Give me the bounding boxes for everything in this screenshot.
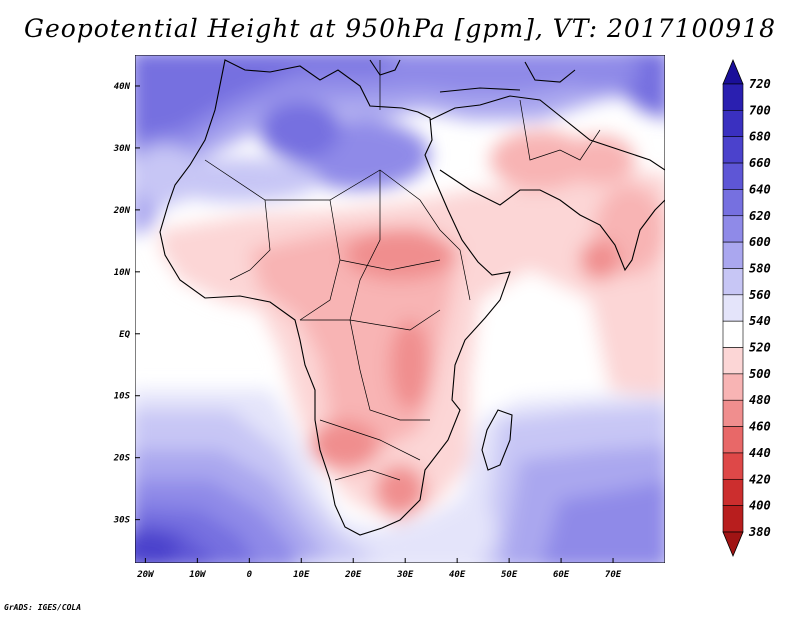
colorbar-label: 640	[749, 182, 771, 196]
colorbar-top-arrow	[722, 58, 744, 85]
colorbar-swatch	[722, 110, 744, 138]
colorbar: 720 700 680 660 640 620 600 580 560 540 520 500 480 4…	[722, 58, 771, 558]
colorbar-swatch	[722, 373, 744, 401]
lat-tick-label: 20N	[113, 206, 131, 216]
colorbar-label: 420	[749, 472, 771, 486]
colorbar-label: 480	[749, 393, 771, 407]
colorbar-bottom-arrow	[722, 531, 744, 558]
lat-tick-label: 40N	[114, 82, 131, 92]
colorbar-swatch	[722, 320, 744, 348]
lon-tick-label: 60E	[553, 570, 570, 580]
colorbar-swatch	[722, 241, 744, 269]
country-borders	[204, 60, 601, 481]
colorbar-swatch	[722, 478, 744, 506]
lon-tick-label: 20E	[344, 570, 362, 580]
lat-tick-label: EQ	[119, 330, 130, 340]
map-plot: 20W 10W 0 10E 20E 30E 40E 50E 60E 70E 40N 30N 20N 10…	[113, 55, 771, 580]
lon-tick-label: 20W	[136, 570, 155, 580]
lat-tick-label: 10S	[114, 392, 131, 402]
height-field	[135, 55, 665, 563]
lon-tick-label: 70E	[605, 570, 622, 580]
colorbar-swatch	[722, 399, 744, 427]
colorbar-swatch	[722, 268, 744, 296]
colorbar-label: 440	[749, 446, 771, 460]
colorbar-swatch	[722, 347, 744, 375]
colorbar-label: 680	[749, 130, 771, 144]
footer-credit: GrADS: IGES/COLA	[4, 603, 82, 612]
lon-tick-label: 0	[247, 570, 253, 580]
colorbar-label: 500	[749, 367, 771, 381]
colorbar-label: 400	[749, 499, 771, 513]
colorbar-swatch	[722, 426, 744, 454]
latitude-axis: 40N 30N 20N 10N EQ 10S 20S 30S	[113, 82, 140, 526]
colorbar-swatch	[722, 162, 744, 190]
colorbar-label: 720	[749, 77, 771, 91]
lon-tick-label: 40E	[449, 570, 466, 580]
lon-tick-label: 50E	[501, 570, 518, 580]
colorbar-swatch	[722, 294, 744, 322]
colorbar-swatch	[722, 136, 744, 164]
colorbar-label: 660	[749, 156, 771, 170]
lat-tick-label: 20S	[113, 454, 131, 464]
colorbar-label: 600	[749, 235, 771, 249]
colorbar-label: 700	[749, 103, 771, 117]
lon-tick-label: 10E	[293, 570, 310, 580]
map-title: Geopotential Height at 950hPa [gpm], VT:…	[23, 14, 777, 43]
colorbar-swatch	[722, 83, 744, 111]
colorbar-label: 540	[749, 314, 771, 328]
colorbar-swatch	[722, 452, 744, 480]
lat-tick-label: 10N	[114, 268, 131, 278]
lon-tick-label: 10W	[189, 570, 207, 580]
longitude-axis: 20W 10W 0 10E 20E 30E 40E 50E 60E 70E	[136, 558, 622, 580]
lon-tick-label: 30E	[396, 570, 414, 580]
colorbar-swatch	[722, 189, 744, 217]
colorbar-swatch	[722, 505, 744, 533]
lat-tick-label: 30S	[113, 516, 131, 526]
colorbar-swatch	[722, 215, 744, 243]
colorbar-label: 380	[748, 525, 771, 539]
colorbar-label: 580	[749, 261, 771, 275]
colorbar-label: 520	[749, 341, 771, 355]
colorbar-label: 560	[749, 288, 771, 302]
lat-tick-label: 30N	[113, 144, 131, 154]
colorbar-label: 460	[749, 420, 771, 434]
coastlines	[159, 59, 665, 536]
colorbar-label: 620	[749, 209, 771, 223]
